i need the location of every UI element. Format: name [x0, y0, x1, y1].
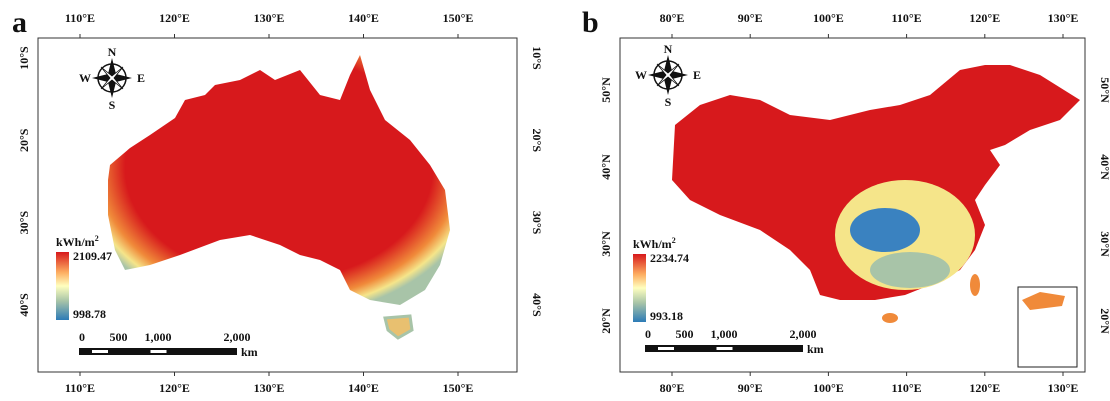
china: [672, 65, 1080, 300]
bottom-tick-label: 80°E: [660, 381, 685, 395]
compass-n: N: [108, 45, 117, 59]
scale-seg: [658, 347, 674, 350]
left-tick-label: 20°N: [599, 308, 613, 334]
scale-label: 0: [645, 327, 651, 341]
bottom-tick-label: 130°E: [254, 381, 285, 395]
inset-land: [1022, 292, 1065, 310]
right-tick-label: 20°N: [1098, 308, 1110, 334]
left-tick-label: 50°N: [599, 77, 613, 103]
scale-label: 1,000: [145, 330, 172, 344]
legend-max: 2234.74: [650, 251, 689, 265]
scale-unit: km: [807, 342, 824, 356]
left-tick-label: 40°N: [599, 154, 613, 180]
left-tick-label: 30°S: [17, 211, 31, 235]
bottom-tick-label: 150°E: [443, 381, 474, 395]
compass-s: S: [109, 98, 116, 112]
scale-seg: [92, 350, 108, 353]
colorbar: [633, 254, 646, 322]
left-tick-label: 20°S: [17, 128, 31, 152]
right-tick-label: 50°N: [1098, 77, 1110, 103]
compass-star: [100, 66, 124, 90]
left-tick-label: 30°N: [599, 231, 613, 257]
map-a: [37, 37, 518, 373]
top-tick-label: 80°E: [660, 11, 685, 25]
top-tick-label: 150°E: [443, 11, 474, 25]
right-tick-label: 30°S: [530, 211, 544, 235]
top-tick-label: 140°E: [348, 11, 379, 25]
top-tick-label: 100°E: [813, 11, 844, 25]
right-tick-label: 10°S: [530, 46, 544, 70]
legend-unit: kWh/m2: [56, 234, 99, 249]
top-tick-label: 90°E: [738, 11, 763, 25]
taiwan: [970, 274, 980, 296]
scale-label: 2,000: [790, 327, 817, 341]
hainan: [882, 313, 898, 323]
left-tick-label: 10°S: [17, 46, 31, 70]
panel-label: a: [12, 6, 27, 39]
scale-label: 2,000: [224, 330, 251, 344]
colorbar: [56, 252, 69, 320]
bottom-tick-label: 90°E: [738, 381, 763, 395]
right-tick-label: 30°N: [1098, 231, 1110, 257]
compass-w: W: [79, 71, 91, 85]
right-tick-label: 40°N: [1098, 154, 1110, 180]
scale-label: 500: [676, 327, 694, 341]
compass-star: [656, 63, 680, 87]
compass-w: W: [635, 68, 647, 82]
scale-label: 500: [110, 330, 128, 344]
scale-seg: [716, 347, 733, 350]
tasmania: [383, 314, 414, 340]
compass-e: E: [137, 71, 145, 85]
bottom-tick-label: 110°E: [65, 381, 95, 395]
legend-unit-sup: 2: [672, 236, 676, 245]
top-tick-label: 110°E: [892, 11, 922, 25]
bottom-tick-label: 120°E: [159, 381, 190, 395]
right-tick-label: 20°S: [530, 129, 544, 153]
compass-n: N: [664, 42, 673, 56]
scale-unit: km: [241, 345, 258, 359]
scale-seg: [150, 350, 167, 353]
map-b: [619, 37, 1086, 373]
legend-unit: kWh/m2: [633, 236, 676, 251]
top-tick-label: 110°E: [65, 11, 95, 25]
bottom-tick-label: 130°E: [1048, 381, 1079, 395]
legend-min: 993.18: [650, 309, 683, 323]
australia: [108, 55, 450, 305]
scale-label: 0: [79, 330, 85, 344]
compass-s: S: [665, 95, 672, 109]
legend-unit-sup: 2: [95, 234, 99, 243]
left-tick-label: 40°S: [17, 293, 31, 317]
bottom-tick-label: 140°E: [348, 381, 379, 395]
scale-label: 1,000: [711, 327, 738, 341]
right-tick-label: 40°S: [530, 293, 544, 317]
legend-max: 2109.47: [73, 249, 112, 263]
top-tick-label: 120°E: [969, 11, 1000, 25]
region: [870, 252, 950, 288]
bottom-tick-label: 110°E: [892, 381, 922, 395]
top-tick-label: 130°E: [1048, 11, 1079, 25]
bottom-tick-label: 120°E: [969, 381, 1000, 395]
top-tick-label: 130°E: [254, 11, 285, 25]
region: [850, 208, 920, 252]
map-frame: [37, 37, 518, 373]
bottom-tick-label: 100°E: [813, 381, 844, 395]
legend-min: 998.78: [73, 307, 106, 321]
map-frame: [619, 37, 1086, 373]
compass-e: E: [693, 68, 701, 82]
panel-label: b: [582, 6, 599, 39]
top-tick-label: 120°E: [159, 11, 190, 25]
